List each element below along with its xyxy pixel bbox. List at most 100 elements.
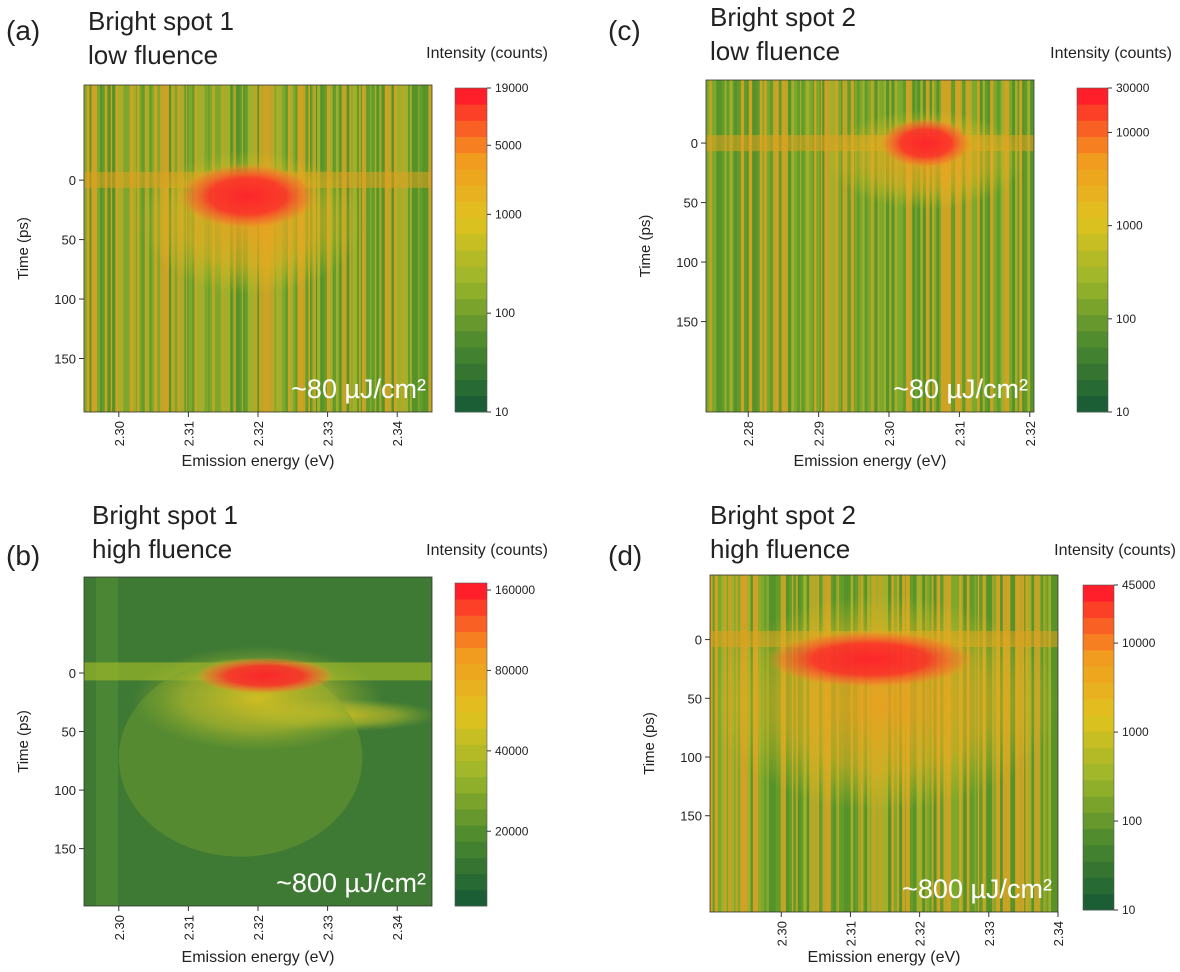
colorbar-tick-label: 40000 — [495, 744, 529, 758]
colorbar-step — [455, 169, 487, 186]
heatmap-stripe — [847, 80, 850, 412]
heatmap-stripe — [419, 85, 423, 412]
heatmap-stripe — [1054, 575, 1058, 912]
colorbar-step — [455, 266, 487, 283]
heatmap-stripe — [1009, 80, 1013, 412]
y-tick-label: 100 — [676, 255, 698, 270]
heatmap-stripe — [727, 80, 730, 412]
heatmap-stripe — [729, 80, 733, 412]
colorbar-step — [1083, 682, 1114, 700]
colorbar-step — [1077, 104, 1108, 121]
heatmap-stripe — [877, 80, 880, 412]
y-axis-label: Time (ps) — [15, 710, 32, 773]
heatmap-stripe — [897, 80, 901, 412]
heatmap-stripe — [968, 80, 972, 412]
y-tick-label: 0 — [69, 173, 76, 188]
heatmap-stripe — [96, 577, 118, 906]
heatmap-stripe — [123, 85, 127, 412]
heatmap-stripe — [801, 80, 805, 412]
heatmap-stripe — [1001, 80, 1005, 412]
heatmap-stripe — [794, 80, 798, 412]
heatmap-stripe — [788, 80, 792, 412]
heatmap-stripe — [936, 80, 940, 412]
colorbar-step — [1077, 120, 1108, 137]
colorbar-title: Intensity (counts) — [1054, 542, 1176, 559]
heatmap-stripe — [982, 80, 986, 412]
heatmap-stripe — [724, 80, 727, 412]
heatmap-stripe — [1011, 80, 1016, 412]
x-tick-label: 2.34 — [390, 421, 405, 446]
heatmap-stripe — [115, 85, 119, 412]
x-tick-label: 2.28 — [741, 421, 756, 446]
heatmap-stripe — [854, 80, 856, 412]
annotation: ~80 µJ/cm² — [291, 374, 426, 404]
heatmap-stripe — [943, 80, 948, 412]
heatmap-stripe — [990, 80, 994, 412]
x-tick-label: 2.33 — [321, 915, 336, 940]
heatmap-stripe — [117, 85, 122, 412]
heatmap-image — [710, 575, 1058, 912]
heatmap-stripe — [819, 80, 822, 412]
heatmap-peak — [195, 657, 335, 694]
colorbar-step — [1083, 893, 1114, 911]
panel-title: Bright spot 2 — [710, 500, 856, 530]
colorbar-step — [455, 776, 487, 794]
heatmap-stripe — [906, 80, 910, 412]
heatmap-stripe — [356, 85, 360, 412]
heatmap-stripe — [133, 85, 137, 412]
heatmap-stripe — [393, 85, 397, 412]
heatmap-stripe — [970, 80, 973, 412]
colorbar-tick-label: 19000 — [495, 81, 529, 95]
heatmap-peak — [765, 630, 975, 688]
colorbar-step — [1077, 395, 1108, 413]
colorbar-tick-label: 100 — [495, 306, 515, 320]
colorbar-step — [1077, 250, 1108, 267]
heatmap-stripe — [791, 80, 795, 412]
heatmap-stripe — [1027, 80, 1031, 412]
colorbar-step — [1077, 185, 1108, 202]
heatmap-stripe — [835, 80, 839, 412]
heatmap-stripe — [748, 80, 753, 412]
heatmap-stripe — [430, 85, 432, 412]
colorbar-step — [455, 185, 487, 202]
heatmap-stripe — [1047, 575, 1049, 912]
colorbar-step — [455, 363, 487, 380]
colorbar-tick-label: 5000 — [495, 138, 522, 152]
heatmap-stripe — [371, 85, 373, 412]
colorbar-frame — [1082, 584, 1115, 911]
colorbar-step — [1083, 763, 1114, 781]
colorbar-step — [455, 712, 487, 729]
panel-title: Bright spot 1 — [92, 500, 238, 530]
heatmap-stripe — [144, 85, 147, 412]
heatmap-image — [84, 577, 432, 906]
heatmap-stripe — [814, 80, 817, 412]
y-tick-label: 100 — [54, 783, 76, 798]
annotation: ~800 µJ/cm² — [276, 868, 426, 898]
x-axis-label: Emission energy (eV) — [794, 453, 947, 470]
heatmap-stripe — [805, 80, 810, 412]
heatmap-stripe — [946, 80, 949, 412]
heatmap-stripe — [1051, 575, 1055, 912]
heatmap-stripe — [86, 85, 90, 412]
y-tick-label: 150 — [54, 351, 76, 366]
colorbar-step — [1083, 877, 1114, 895]
heatmap-stripe — [100, 85, 103, 412]
heatmap-stripe — [781, 80, 786, 412]
colorbar-step — [455, 120, 487, 137]
heatmap-stripe — [1048, 575, 1052, 912]
heatmap-stripe — [889, 80, 892, 412]
panel-label: (d) — [608, 540, 642, 571]
colorbar-step — [455, 347, 487, 364]
heatmap-stripe — [713, 80, 717, 412]
heatmap-stripe — [417, 85, 420, 412]
heatmap-stripe — [891, 80, 895, 412]
colorbar-step — [455, 88, 487, 105]
colorbar-step — [1083, 698, 1114, 716]
y-tick-label: 150 — [54, 842, 76, 857]
colorbar-step — [1083, 585, 1114, 602]
heatmap-stripe — [84, 85, 86, 412]
colorbar-tick-label: 10000 — [1122, 636, 1156, 650]
heatmap-stripe — [752, 80, 755, 412]
heatmap-stripe — [387, 85, 390, 412]
